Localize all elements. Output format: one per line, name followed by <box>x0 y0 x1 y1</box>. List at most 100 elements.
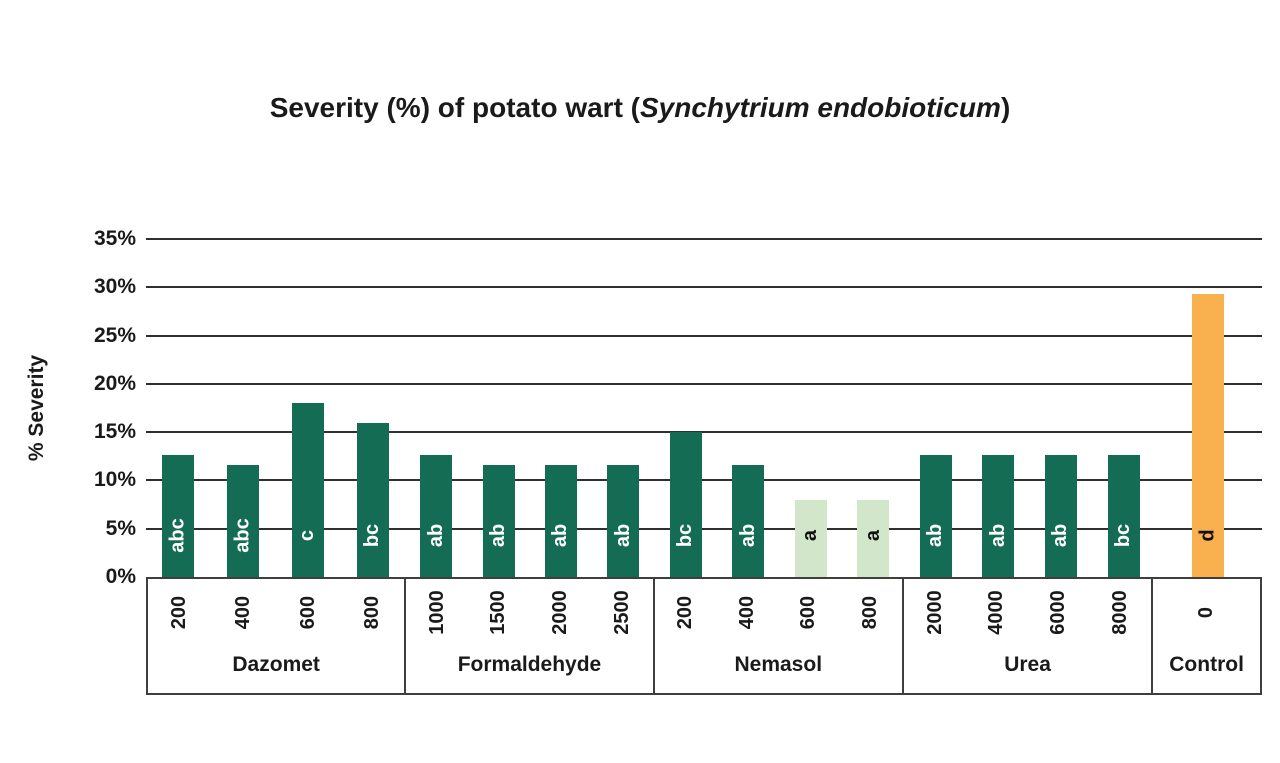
dose-slot: 800 <box>340 579 404 645</box>
y-tick-label: 25% <box>93 323 136 347</box>
bar-letter: a <box>857 493 889 577</box>
bar-letter: ab <box>545 493 577 577</box>
dose-slot: 0 <box>1153 579 1260 645</box>
bar-slot: ab <box>1030 239 1093 577</box>
dose-slot: 4000 <box>966 579 1028 645</box>
bar-slot: abc <box>211 239 276 577</box>
x-group-cell: 1000 1500 2000 2500 Formaldehyde <box>406 579 655 693</box>
group-label: Nemasol <box>734 653 823 676</box>
dose-slot: 800 <box>840 579 902 645</box>
bar-letter-text: ab <box>986 523 1009 547</box>
group-label: Urea <box>1004 653 1051 676</box>
dose-tick-label: 2000 <box>923 589 946 635</box>
bar-slot: ab <box>967 239 1030 577</box>
bar: d <box>1192 294 1225 577</box>
bar: ab <box>982 455 1015 577</box>
bar-group: d <box>1155 239 1262 577</box>
bar-letter: abc <box>227 493 259 577</box>
chart-title-suffix: ) <box>1000 92 1011 123</box>
bar-letter-text: ab <box>611 523 634 547</box>
gridline <box>146 382 1262 385</box>
bar-letter-text: abc <box>231 517 254 553</box>
dose-row: 2000 4000 6000 8000 <box>904 579 1151 645</box>
bar-letter-text: ab <box>549 523 572 547</box>
y-tick-label: 10% <box>93 468 136 492</box>
bar: bc <box>356 422 389 577</box>
dose-slot: 1500 <box>468 579 530 645</box>
gridline <box>146 286 1262 289</box>
bar-slot: bc <box>340 239 405 577</box>
dose-slot: 200 <box>655 579 717 645</box>
y-tick-label: 30% <box>93 275 136 299</box>
chart-title: Severity (%) of potato wart (Synchytrium… <box>0 92 1280 124</box>
bar-letter-text: abc <box>166 517 189 553</box>
bar-slot: a <box>842 239 905 577</box>
bar-slot: d <box>1155 239 1262 577</box>
x-axis-category-box: 200 400 600 800 Dazomet 1000 1500 2000 2500 Forma… <box>146 577 1262 695</box>
bar-slot: bc <box>654 239 717 577</box>
bar-letter: ab <box>732 493 764 577</box>
dose-tick-label: 200 <box>674 595 697 629</box>
bar-letter-text: ab <box>736 523 759 547</box>
bar-letter-text: d <box>1196 528 1219 542</box>
y-tick-label: 35% <box>93 227 136 250</box>
bar: ab <box>607 464 640 577</box>
bar-slot: ab <box>530 239 592 577</box>
y-tick-label: 5% <box>105 516 136 540</box>
bar: c <box>292 403 325 577</box>
dose-tick-label: 4000 <box>985 589 1008 635</box>
dose-slot: 600 <box>276 579 340 645</box>
dose-tick-label: 6000 <box>1046 589 1069 635</box>
chart-title-text: Severity (%) of potato wart ( <box>269 92 640 123</box>
dose-tick-label: 600 <box>797 595 820 629</box>
dose-tick-label: 200 <box>168 595 191 629</box>
bar: bc <box>1107 455 1140 577</box>
dose-slot: 2500 <box>591 579 653 645</box>
gridline <box>146 334 1262 337</box>
group-label: Dazomet <box>232 653 320 676</box>
dose-tick-label: 1500 <box>487 589 510 635</box>
plot-area: abc abc c bc ab ab ab ab bc ab a a ab ab ab bc d <box>146 238 1262 577</box>
gridline <box>146 431 1262 434</box>
y-tick-label: 15% <box>93 420 136 444</box>
gridline <box>146 527 1262 530</box>
y-tick-label: 20% <box>93 371 136 395</box>
dose-row: 200 400 600 800 <box>655 579 902 645</box>
bar-letter: ab <box>420 493 452 577</box>
bar: abc <box>162 455 195 577</box>
bar-group: bc ab a a <box>654 239 904 577</box>
group-label: Control <box>1169 653 1244 676</box>
y-axis-tick-labels: 35% 30% 25% 20% 15% 10% 5% 0% <box>0 227 136 588</box>
bar-slot: ab <box>592 239 654 577</box>
bar-slot: ab <box>405 239 467 577</box>
dose-tick-label: 800 <box>859 595 882 629</box>
gridline <box>146 479 1262 482</box>
bar-letter: ab <box>483 493 515 577</box>
bar: abc <box>227 464 260 577</box>
bar-letter-text: ab <box>424 523 447 547</box>
bar-slot: ab <box>905 239 968 577</box>
bar-letter: bc <box>1108 493 1140 577</box>
dose-tick-label: 2500 <box>610 589 633 635</box>
group-label: Formaldehyde <box>457 653 602 676</box>
bar-letter-text: bc <box>361 523 384 547</box>
dose-tick-label: 400 <box>735 595 758 629</box>
dose-slot: 1000 <box>406 579 468 645</box>
dose-slot: 6000 <box>1028 579 1090 645</box>
dose-row: 200 400 600 800 <box>148 579 404 645</box>
bar: ab <box>544 464 577 577</box>
bar-letter: ab <box>1045 493 1077 577</box>
bars-layer: abc abc c bc ab ab ab ab bc ab a a ab ab ab bc d <box>146 239 1262 577</box>
bar: bc <box>669 432 702 577</box>
dose-tick-label: 800 <box>360 595 383 629</box>
dose-tick-label: 1000 <box>425 589 448 635</box>
bar-group: ab ab ab bc <box>905 239 1155 577</box>
bar: ab <box>732 464 765 577</box>
bar-slot: c <box>276 239 341 577</box>
dose-slot: 8000 <box>1089 579 1151 645</box>
bar-letter-text: ab <box>924 523 947 547</box>
dose-slot: 600 <box>778 579 840 645</box>
bar-letter: ab <box>607 493 639 577</box>
dose-tick-label: 8000 <box>1108 589 1131 635</box>
bar-letter: bc <box>357 493 389 577</box>
